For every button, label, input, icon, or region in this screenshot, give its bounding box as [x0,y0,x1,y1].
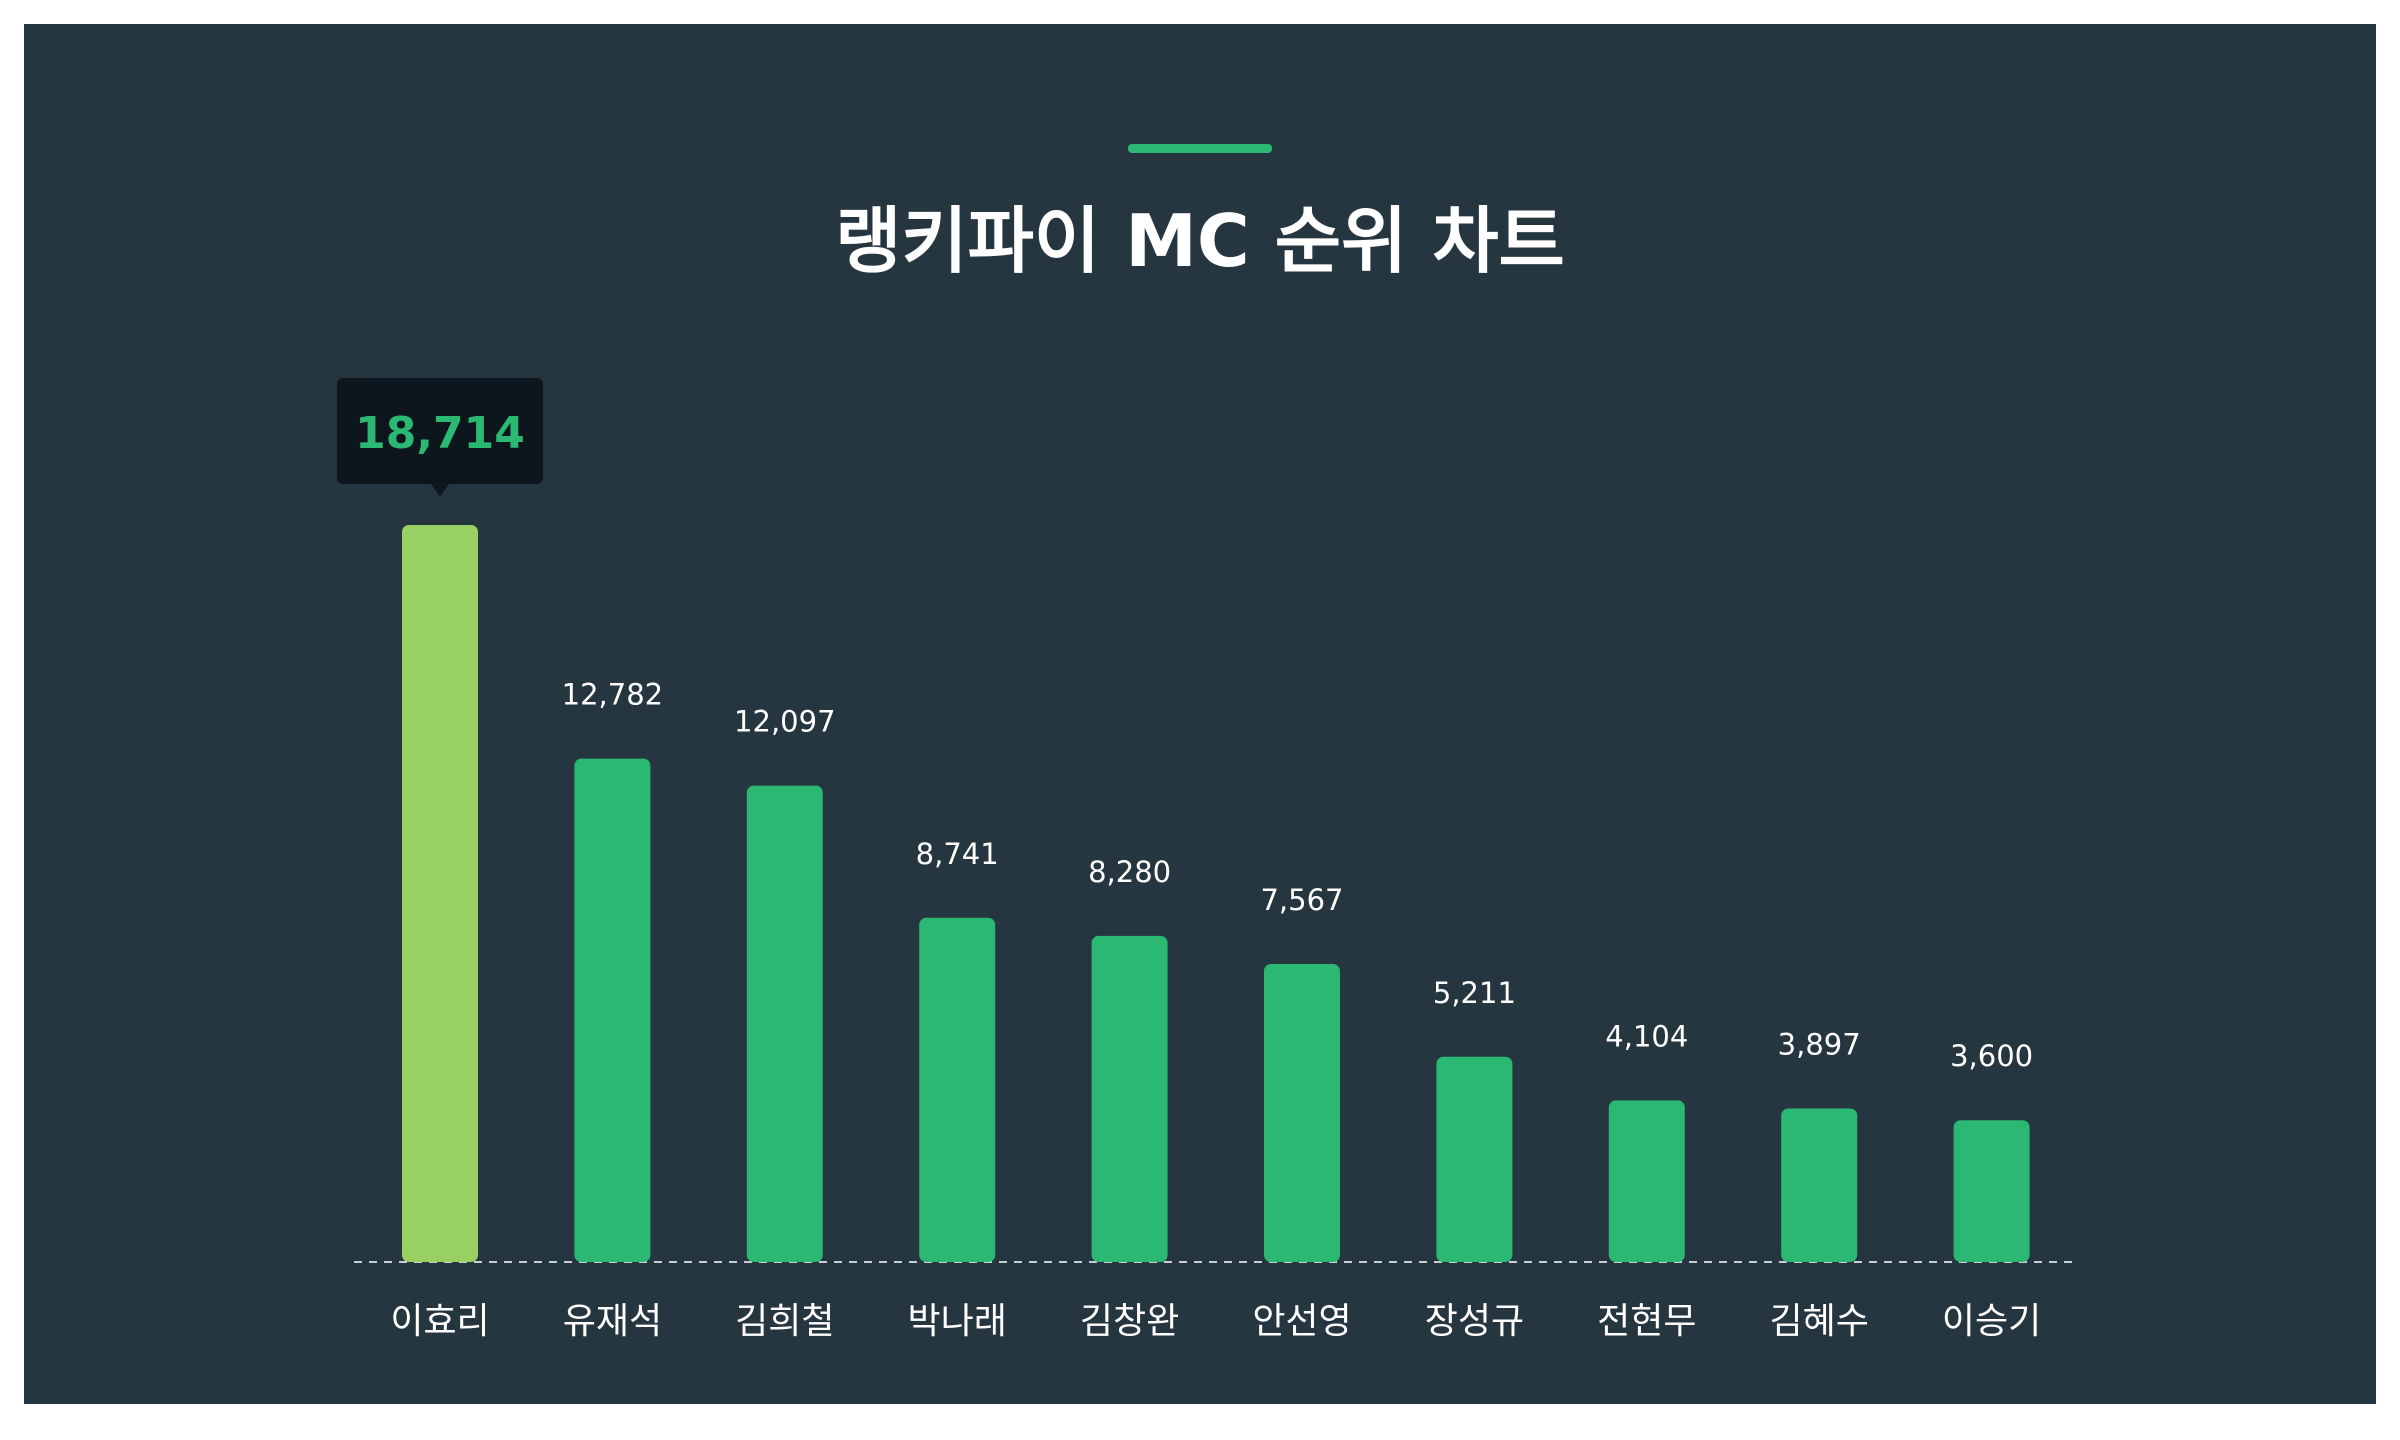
bars-layer [402,525,2030,1262]
bar-5[interactable] [1091,935,1168,1262]
bar-8[interactable] [1608,1100,1685,1262]
bar-3[interactable] [746,785,823,1262]
category-label: 이승기 [1942,1301,2041,1342]
title-accent-bar [1128,144,1272,153]
category-label: 김창완 [1080,1301,1179,1342]
bar-6[interactable] [1264,964,1340,1262]
value-label: 8,741 [916,837,999,871]
tooltip-box [337,378,543,484]
tooltip: 18,714 [337,378,543,497]
category-label: 김희철 [735,1301,834,1342]
labels-layer: 이효리 18,714 유재석 12,782 김희철 12,097 박나래 8,741 김창완 8,… [337,378,2041,1342]
value-label: 3,897 [1778,1028,1861,1062]
value-label: 12,782 [562,678,663,712]
tooltip-pointer [431,484,449,497]
value-label: 7,567 [1260,883,1343,917]
category-label: 이효리 [390,1301,489,1342]
category-label: 안선영 [1252,1301,1351,1342]
chart-title: 랭키파이 MC 순위 차트 [835,199,1565,283]
category-label: 유재석 [563,1301,662,1342]
value-label: 3,600 [1950,1039,2033,1073]
value-label: 12,097 [734,705,835,739]
bar-2[interactable] [574,758,651,1262]
bar-9[interactable] [1781,1108,1858,1263]
tooltip-value: 18,714 [355,408,525,459]
category-label: 전현무 [1597,1301,1696,1342]
bar-4[interactable] [919,917,996,1262]
category-label: 김혜수 [1770,1301,1869,1342]
category-label: 박나래 [908,1301,1007,1342]
value-label: 4,104 [1605,1019,1688,1053]
category-label: 장성규 [1425,1301,1524,1342]
value-label: 5,211 [1433,976,1516,1010]
bar-10[interactable] [1953,1120,2030,1262]
bar-7[interactable] [1436,1056,1513,1262]
bar-1[interactable] [402,525,478,1262]
value-label: 8,280 [1088,855,1171,889]
